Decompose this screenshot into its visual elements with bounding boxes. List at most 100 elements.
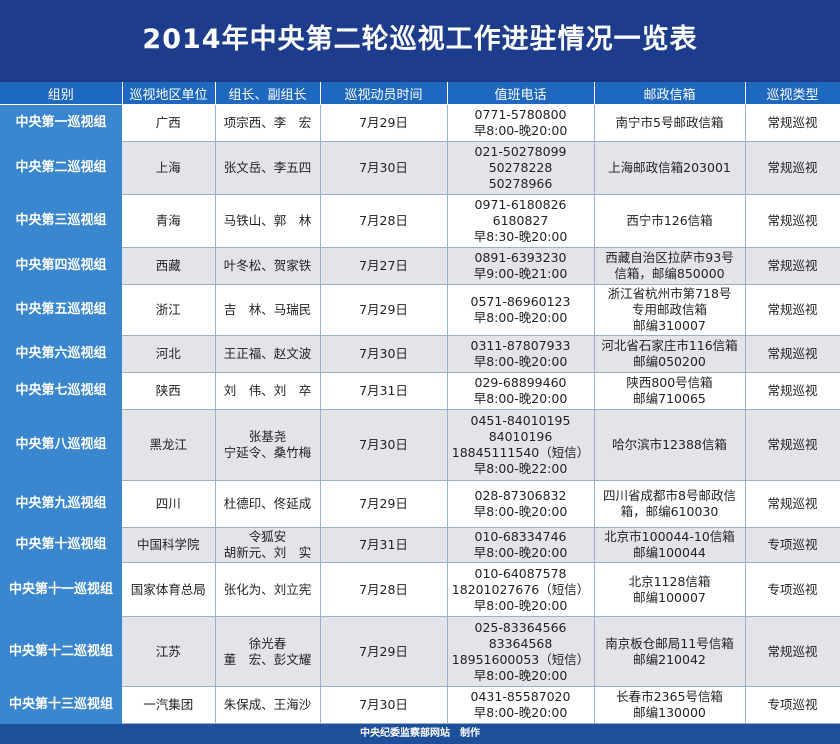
table-row: 中央第八巡视组 黑龙江 张基尧 宁延令、桑竹梅 7月30日 0451-84010195 …	[0, 409, 840, 481]
cell-type: 常规巡视	[745, 284, 840, 336]
table-row: 中央第十一巡视组 国家体育总局 张化为、刘立宪 7月28日 010-64087578 1…	[0, 562, 840, 617]
cell-type: 常规巡视	[745, 194, 840, 248]
cell-mailbox: 北京市100044-10信箱 邮编100044	[594, 527, 746, 563]
cell-phone: 0451-84010195 84010196 18845111540（短信） 早…	[447, 409, 595, 481]
cell-mailbox: 四川省成都市8号邮政信 箱，邮编610030	[594, 480, 746, 528]
cell-mailbox: 上海邮政信箱203001	[594, 141, 746, 195]
cell-type: 常规巡视	[745, 372, 840, 410]
cell-group: 中央第九巡视组	[0, 480, 122, 528]
cell-leaders: 王正福、赵文波	[215, 335, 321, 373]
cell-mailbox: 哈尔滨市12388信箱	[594, 409, 746, 481]
cell-type: 专项巡视	[745, 527, 840, 563]
cell-date: 7月30日	[320, 686, 448, 724]
cell-mailbox: 浙江省杭州市第718号 专用邮政信箱 邮编310007	[594, 284, 746, 336]
cell-type: 专项巡视	[745, 562, 840, 617]
cell-mailbox: 西藏自治区拉萨市93号 信箱，邮编850000	[594, 247, 746, 285]
cell-leaders: 徐光春 董 宏、彭文耀	[215, 616, 321, 687]
table-row: 中央第五巡视组 浙江吉 林、马瑞民 7月29日 0571-86960123 早8:00…	[0, 284, 840, 336]
header-mailbox: 邮政信箱	[594, 82, 746, 105]
footer-credit: 中央纪委监察部网站 制作	[0, 724, 840, 744]
table-row: 中央第一巡视组 广西 项宗西、李 宏 7月29日 0771-5780800 早8:00-…	[0, 104, 840, 142]
cell-region: 河北	[122, 335, 216, 373]
page-title: 2014年中央第二轮巡视工作进驻情况一览表	[0, 0, 840, 82]
cell-type: 常规巡视	[745, 247, 840, 285]
table-row: 中央第六巡视组 河北 王正福、赵文波 7月30日 0311-87807933 早8:00…	[0, 335, 840, 373]
cell-leaders: 吉 林、马瑞民	[215, 284, 321, 336]
cell-date: 7月29日	[320, 616, 448, 687]
cell-date: 7月29日	[320, 284, 448, 336]
cell-mailbox: 西宁市126信箱	[594, 194, 746, 248]
table-row: 中央第九巡视组 四川 杜德印、佟延成 7月29日 028-87306832 早8:00-…	[0, 480, 840, 528]
cell-phone: 0571-86960123 早8:00-晚20:00	[447, 284, 595, 336]
cell-group: 中央第四巡视组	[0, 247, 122, 285]
header-region: 巡视地区单位	[122, 82, 216, 105]
cell-phone: 0311-87807933 早8:00-晚20:00	[447, 335, 595, 373]
cell-region: 一汽集团	[122, 686, 216, 724]
cell-group: 中央第六巡视组	[0, 335, 122, 373]
cell-leaders: 张基尧 宁延令、桑竹梅	[215, 409, 321, 481]
cell-region: 青海	[122, 194, 216, 248]
inspection-table: 组别 巡视地区单位 组长、副组长 巡视动员时间 值班电话 邮政信箱 巡视类型 中央第一巡视组…	[0, 82, 840, 724]
cell-phone: 010-64087578 18201027676（短信） 早8:00-晚20:0…	[447, 562, 595, 617]
cell-type: 专项巡视	[745, 686, 840, 724]
cell-phone: 029-68899460 早8:00-晚20:00	[447, 372, 595, 410]
cell-group: 中央第五巡视组	[0, 284, 122, 336]
table-row: 中央第二巡视组 上海 张文岳、李五四 7月30日 021-50278099 502782…	[0, 141, 840, 195]
table-row: 中央第十巡视组 中国科学院 令狐安 胡新元、刘 实 7月31日 010-68334746…	[0, 527, 840, 563]
cell-leaders: 朱保成、王海沙	[215, 686, 321, 724]
cell-group: 中央第七巡视组	[0, 372, 122, 410]
cell-date: 7月30日	[320, 409, 448, 481]
header-group: 组别	[0, 82, 123, 105]
cell-group: 中央第二巡视组	[0, 141, 122, 195]
cell-phone: 0971-6180826 6180827 早8:30-晚20:00	[447, 194, 595, 248]
cell-date: 7月28日	[320, 194, 448, 248]
cell-region: 黑龙江	[122, 409, 216, 481]
cell-group: 中央第十巡视组	[0, 527, 122, 563]
cell-group: 中央第八巡视组	[0, 409, 122, 481]
cell-mailbox: 长春市2365号信箱 邮编130000	[594, 686, 746, 724]
table-row: 中央第四巡视组 西藏 叶冬松、贺家铁 7月27日 0891-6393230 早9:00-…	[0, 247, 840, 285]
cell-leaders: 项宗西、李 宏	[215, 104, 321, 142]
cell-leaders: 张文岳、李五四	[215, 141, 321, 195]
cell-date: 7月29日	[320, 480, 448, 528]
cell-leaders: 令狐安 胡新元、刘 实	[215, 527, 321, 563]
cell-date: 7月30日	[320, 335, 448, 373]
cell-leaders: 张化为、刘立宪	[215, 562, 321, 617]
cell-phone: 0431-85587020 早8:00-晚20:00	[447, 686, 595, 724]
table-row: 中央第三巡视组 青海 马铁山、郭 林 7月28日 0971-6180826 618082…	[0, 194, 840, 248]
cell-type: 常规巡视	[745, 335, 840, 373]
cell-region: 江苏	[122, 616, 216, 687]
cell-phone: 0891-6393230 早9:00-晚21:00	[447, 247, 595, 285]
cell-mailbox: 北京1128信箱 邮编100007	[594, 562, 746, 617]
cell-region: 国家体育总局	[122, 562, 216, 617]
cell-date: 7月29日	[320, 104, 448, 142]
table-row: 中央第十二巡视组 江苏 徐光春 董 宏、彭文耀 7月29日 025-83364566 8…	[0, 616, 840, 687]
cell-group: 中央第十一巡视组	[0, 562, 122, 617]
cell-mailbox: 南宁市5号邮政信箱	[594, 104, 746, 142]
cell-phone: 0771-5780800 早8:00-晚20:00	[447, 104, 595, 142]
cell-date: 7月30日	[320, 141, 448, 195]
cell-leaders: 马铁山、郭 林	[215, 194, 321, 248]
header-phone: 值班电话	[447, 82, 595, 105]
cell-region: 广西	[122, 104, 216, 142]
header-leaders: 组长、副组长	[215, 82, 321, 105]
cell-group: 中央第十三巡视组	[0, 686, 122, 724]
cell-type: 常规巡视	[745, 409, 840, 481]
cell-region: 中国科学院	[122, 527, 216, 563]
cell-date: 7月27日	[320, 247, 448, 285]
cell-leaders: 叶冬松、贺家铁	[215, 247, 321, 285]
cell-region: 四川	[122, 480, 216, 528]
cell-phone: 021-50278099 50278228 50278966	[447, 141, 595, 195]
cell-leaders: 杜德印、佟延成	[215, 480, 321, 528]
table-row: 中央第十三巡视组 一汽集团 朱保成、王海沙 7月30日 0431-85587020 早8…	[0, 686, 840, 724]
cell-group: 中央第十二巡视组	[0, 616, 122, 687]
cell-group: 中央第一巡视组	[0, 104, 122, 142]
cell-date: 7月31日	[320, 527, 448, 563]
cell-type: 常规巡视	[745, 141, 840, 195]
cell-group: 中央第三巡视组	[0, 194, 122, 248]
cell-phone: 010-68334746 早8:00-晚20:00	[447, 527, 595, 563]
cell-date: 7月28日	[320, 562, 448, 617]
cell-mailbox: 南京板仓邮局11号信箱 邮编210042	[594, 616, 746, 687]
cell-mailbox: 陕西800号信箱 邮编710065	[594, 372, 746, 410]
table-row: 中央第七巡视组 陕西刘 伟、刘 卒 7月31日 029-68899460 早8:00-…	[0, 372, 840, 410]
